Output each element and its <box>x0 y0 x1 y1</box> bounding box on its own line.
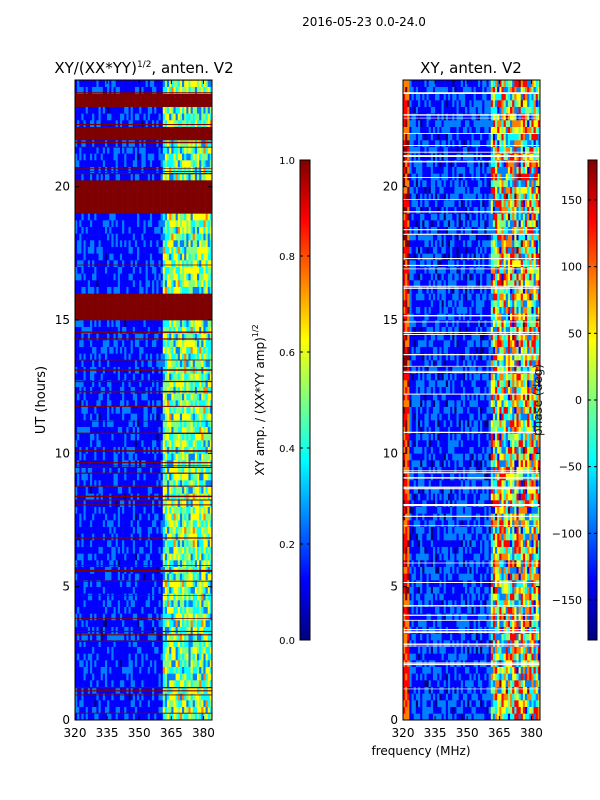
x-tick-label: 335 <box>424 726 447 740</box>
amplitude-colorbar-label: XY amp. / (XX*YY amp)1/2 <box>251 324 267 475</box>
colorbar-tick-label: 0.8 <box>279 252 295 263</box>
colorbar-tick-label: 0.2 <box>279 540 295 551</box>
x-tick-label: 365 <box>160 726 183 740</box>
y-tick-label: 20 <box>55 180 70 194</box>
y-tick-label: 15 <box>55 313 70 327</box>
colorbar-tick-label: −150 <box>552 594 582 607</box>
x-tick-label: 380 <box>520 726 543 740</box>
phase-colorbar-gradient <box>588 160 597 640</box>
amplitude-colorbar-gradient <box>300 160 310 640</box>
amplitude-title-sup: 1/2 <box>137 60 151 70</box>
y-tick-label: 15 <box>383 313 398 327</box>
amplitude-plot-frame <box>74 79 213 721</box>
amplitude-title-main: XY/(XX*YY) <box>54 59 137 77</box>
amplitude-x-ticks: 320 335 350 365 380 <box>64 80 215 740</box>
y-tick-label: 20 <box>383 180 398 194</box>
colorbar-tick-label: 0.0 <box>279 636 295 647</box>
phase-colorbar-ticks: −150 −100 −50 0 50 100 150 <box>552 194 597 607</box>
x-tick-label: 365 <box>488 726 511 740</box>
colorbar-tick-label: 100 <box>561 261 582 274</box>
phase-xlabel: frequency (MHz) <box>371 744 470 758</box>
colorbar-tick-label: 0 <box>575 394 582 407</box>
x-tick-label: 380 <box>192 726 215 740</box>
phase-plot-frame <box>402 79 541 721</box>
amplitude-ylabel: UT (hours) <box>34 366 49 434</box>
y-tick-label: 10 <box>55 446 70 460</box>
phase-colorbar-label: phase (deg) <box>531 364 545 436</box>
amplitude-title-suffix: , anten. V2 <box>151 59 233 77</box>
x-tick-label: 320 <box>64 726 87 740</box>
colorbar-tick-label: 50 <box>568 327 582 340</box>
x-tick-label: 335 <box>96 726 119 740</box>
y-tick-label: 0 <box>62 713 70 727</box>
amplitude-y-ticks: 0 5 10 15 20 <box>55 180 212 727</box>
amplitude-title: XY/(XX*YY)1/2, anten. V2 <box>54 59 233 77</box>
x-tick-label: 350 <box>128 726 151 740</box>
y-tick-label: 10 <box>383 446 398 460</box>
x-tick-label: 350 <box>456 726 479 740</box>
amplitude-colorbar-frame <box>299 159 311 641</box>
amplitude-heatmap <box>75 79 213 721</box>
colorbar-tick-label: 150 <box>561 194 582 207</box>
colorbar-tick-label: −100 <box>552 527 582 540</box>
phase-title: XY, anten. V2 <box>420 59 522 77</box>
figure-title: 2016-05-23 0.0-24.0 <box>302 15 426 29</box>
x-tick-label: 320 <box>392 726 415 740</box>
amplitude-colorbar-label-sup: 1/2 <box>251 324 260 337</box>
y-tick-label: 5 <box>390 580 398 594</box>
amplitude-colorbar-label-main: XY amp. / (XX*YY amp) <box>253 337 267 475</box>
phase-colorbar: −150 −100 −50 0 50 100 150 <box>552 159 598 641</box>
phase-panel: XY, anten. V2 phase (deg) 320 335 350 365 38… <box>371 59 545 758</box>
y-tick-label: 5 <box>62 580 70 594</box>
amplitude-colorbar: 0.0 0.2 0.4 0.6 0.8 1.0 XY amp. / (XX*YY amp)… <box>251 156 311 647</box>
colorbar-tick-label: 0.4 <box>279 444 295 455</box>
phase-y-ticks: 0 5 10 15 20 <box>383 180 540 727</box>
colorbar-tick-label: −50 <box>559 461 582 474</box>
amplitude-colorbar-ticks: 0.0 0.2 0.4 0.6 0.8 1.0 <box>279 156 310 647</box>
y-tick-label: 0 <box>390 713 398 727</box>
phase-heatmap <box>403 80 541 721</box>
phase-x-ticks: 320 335 350 365 380 <box>392 80 543 740</box>
colorbar-tick-label: 1.0 <box>279 156 295 167</box>
colorbar-tick-label: 0.6 <box>279 348 295 359</box>
amplitude-panel: XY/(XX*YY)1/2, anten. V2 320 335 350 365 380… <box>34 59 234 740</box>
